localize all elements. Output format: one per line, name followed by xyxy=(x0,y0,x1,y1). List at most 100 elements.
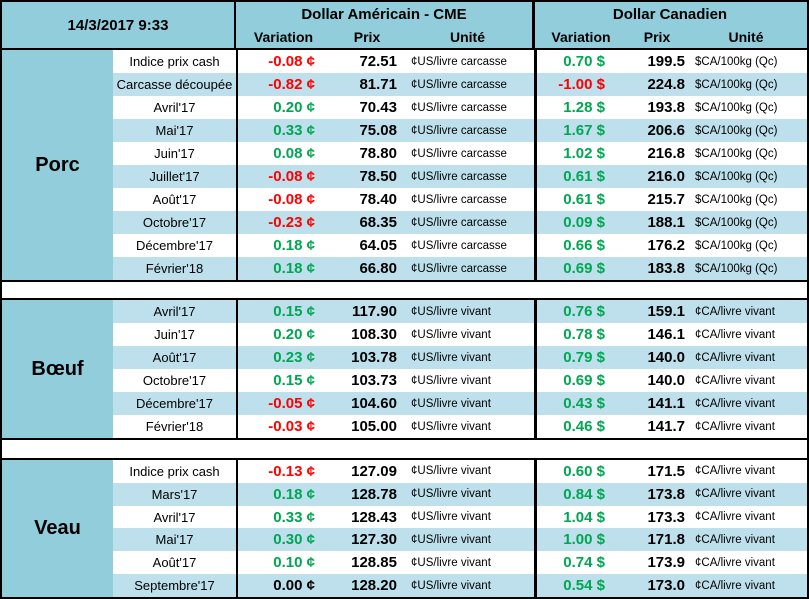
ca-price-value: 176.2 xyxy=(647,237,685,254)
us-unit-label: ¢US/livre vivant xyxy=(411,556,491,569)
ca-price-value: 216.8 xyxy=(647,145,685,162)
us-price-value: 75.08 xyxy=(359,122,397,139)
us-unit-label: ¢US/livre vivant xyxy=(411,465,491,478)
ca-price-value: 140.0 xyxy=(647,372,685,389)
contract-label: Février'18 xyxy=(145,419,204,434)
ca-price-value: 141.1 xyxy=(647,395,685,412)
rows-porc: Indice prix cash -0.08 ¢ 72.51 ¢US/livre… xyxy=(113,50,807,280)
contract-label: Mai'17 xyxy=(155,123,194,138)
contract-label: Octobre'17 xyxy=(142,215,207,230)
ca-price-value: 183.8 xyxy=(647,260,685,277)
section-boeuf: Bœuf Avril'17 0.15 ¢ 117.90 ¢US/livre vi… xyxy=(2,300,807,438)
ca-unit-label: ¢CA/livre vivant xyxy=(695,374,775,387)
us-price-value: 128.78 xyxy=(351,485,397,503)
us-variation-value: -0.08 ¢ xyxy=(236,165,333,188)
ca-variation-value: 0.61 $ xyxy=(534,165,629,188)
ca-variation-value: -1.00 $ xyxy=(534,73,629,96)
ca-unit-label: ¢CA/livre vivant xyxy=(695,511,775,524)
table-row: Septembre'17 0.00 ¢ 128.20 ¢US/livre viv… xyxy=(113,574,807,597)
us-unit-label: ¢US/livre carcasse xyxy=(411,101,507,114)
section-divider xyxy=(2,280,807,300)
ca-price-value: 215.7 xyxy=(647,191,685,208)
us-variation-value: 0.33 ¢ xyxy=(236,505,333,529)
us-price-value: 127.30 xyxy=(351,531,397,549)
us-price-value: 104.60 xyxy=(351,395,397,412)
category-label-porc: Porc xyxy=(2,50,113,280)
us-variation-value: -0.08 ¢ xyxy=(236,188,333,211)
us-unit-label: ¢US/livre vivant xyxy=(411,420,491,433)
us-unit-label: ¢US/livre carcasse xyxy=(411,78,507,91)
us-variation-value: 0.15 ¢ xyxy=(236,369,333,392)
ca-variation-value: 1.67 $ xyxy=(534,119,629,142)
table-row: Mai'17 0.33 ¢ 75.08 ¢US/livre carcasse 1… xyxy=(113,119,807,142)
us-price-value: 68.35 xyxy=(359,214,397,231)
us-unit-label: ¢US/livre carcasse xyxy=(411,170,507,183)
us-unit-label: ¢US/livre carcasse xyxy=(411,193,507,206)
ca-price-value: 199.5 xyxy=(647,53,685,70)
ca-unit-label: ¢CA/livre vivant xyxy=(695,533,775,546)
us-unit-label: ¢US/livre vivant xyxy=(411,305,491,318)
ca-price-value: 141.7 xyxy=(647,418,685,435)
us-price-value: 70.43 xyxy=(359,99,397,116)
ca-variation-value: 1.04 $ xyxy=(534,505,629,529)
us-unit-label: ¢US/livre carcasse xyxy=(411,239,507,252)
ca-variation-value: 1.00 $ xyxy=(534,528,629,552)
ca-variation-value: 1.28 $ xyxy=(534,96,629,119)
ca-unit-label: $CA/100kg (Qc) xyxy=(695,55,778,68)
us-price-value: 127.09 xyxy=(351,462,397,480)
table-row: Août'17 -0.08 ¢ 78.40 ¢US/livre carcasse… xyxy=(113,188,807,211)
ca-unit-column-header: Unité xyxy=(728,29,764,46)
ca-unit-label: ¢CA/livre vivant xyxy=(695,556,775,569)
ca-dollar-group-header: Dollar Canadien Variation Prix Unité xyxy=(532,2,805,48)
contract-label: Avril'17 xyxy=(153,100,196,115)
section-veau: Veau Indice prix cash -0.13 ¢ 127.09 ¢US… xyxy=(2,460,807,597)
us-price-value: 78.50 xyxy=(359,168,397,185)
ca-unit-label: ¢CA/livre vivant xyxy=(695,328,775,341)
ca-unit-label: $CA/100kg (Qc) xyxy=(695,101,778,114)
table-row: Juillet'17 -0.08 ¢ 78.50 ¢US/livre carca… xyxy=(113,165,807,188)
ca-variation-value: 0.46 $ xyxy=(534,415,629,438)
table-row: Mars'17 0.18 ¢ 128.78 ¢US/livre vivant 0… xyxy=(113,482,807,506)
ca-variation-value: 0.66 $ xyxy=(534,234,629,257)
ca-unit-label: $CA/100kg (Qc) xyxy=(695,262,778,275)
us-variation-column-header: Variation xyxy=(253,29,314,46)
contract-label: Carcasse découpée xyxy=(116,77,233,92)
us-price-value: 128.43 xyxy=(351,508,397,526)
us-dollar-group-header: Dollar Américain - CME Variation Prix Un… xyxy=(236,2,532,48)
table-row: Mai'17 0.30 ¢ 127.30 ¢US/livre vivant 1.… xyxy=(113,528,807,552)
ca-variation-value: 0.69 $ xyxy=(534,257,629,280)
ca-unit-label: ¢CA/livre vivant xyxy=(695,397,775,410)
us-unit-label: ¢US/livre carcasse xyxy=(411,124,507,137)
rows-veau: Indice prix cash -0.13 ¢ 127.09 ¢US/livr… xyxy=(113,460,807,597)
ca-price-value: 171.5 xyxy=(647,462,685,480)
us-variation-value: 0.18 ¢ xyxy=(236,257,333,280)
ca-unit-label: ¢CA/livre vivant xyxy=(695,488,775,501)
us-variation-value: 0.10 ¢ xyxy=(236,551,333,575)
contract-label: Octobre'17 xyxy=(142,373,207,388)
table-row: Juin'17 0.20 ¢ 108.30 ¢US/livre vivant 0… xyxy=(113,323,807,346)
us-unit-label: ¢US/livre vivant xyxy=(411,397,491,410)
us-variation-value: -0.82 ¢ xyxy=(236,73,333,96)
table-row: Février'18 -0.03 ¢ 105.00 ¢US/livre viva… xyxy=(113,415,807,438)
ca-unit-label: ¢CA/livre vivant xyxy=(695,465,775,478)
table-row: Avril'17 0.33 ¢ 128.43 ¢US/livre vivant … xyxy=(113,505,807,529)
contract-label: Indice prix cash xyxy=(129,54,220,69)
table-row: Indice prix cash -0.13 ¢ 127.09 ¢US/livr… xyxy=(113,460,807,483)
table-row: Février'18 0.18 ¢ 66.80 ¢US/livre carcas… xyxy=(113,257,807,280)
us-price-value: 103.73 xyxy=(351,372,397,389)
contract-label: Juillet'17 xyxy=(149,169,200,184)
ca-variation-value: 0.84 $ xyxy=(534,482,629,506)
contract-label: Août'17 xyxy=(152,350,197,365)
table-row: Décembre'17 0.18 ¢ 64.05 ¢US/livre carca… xyxy=(113,234,807,257)
ca-price-value: 173.9 xyxy=(647,554,685,572)
contract-label: Avril'17 xyxy=(153,304,196,319)
contract-label: Juin'17 xyxy=(154,146,195,161)
table-row: Août'17 0.10 ¢ 128.85 ¢US/livre vivant 0… xyxy=(113,551,807,575)
contract-label: Mars'17 xyxy=(151,486,198,502)
us-unit-label: ¢US/livre vivant xyxy=(411,579,491,592)
timestamp: 14/3/2017 9:33 xyxy=(2,2,236,48)
ca-unit-label: $CA/100kg (Qc) xyxy=(695,239,778,252)
table-row: Décembre'17 -0.05 ¢ 104.60 ¢US/livre viv… xyxy=(113,392,807,415)
ca-price-value: 146.1 xyxy=(647,326,685,343)
